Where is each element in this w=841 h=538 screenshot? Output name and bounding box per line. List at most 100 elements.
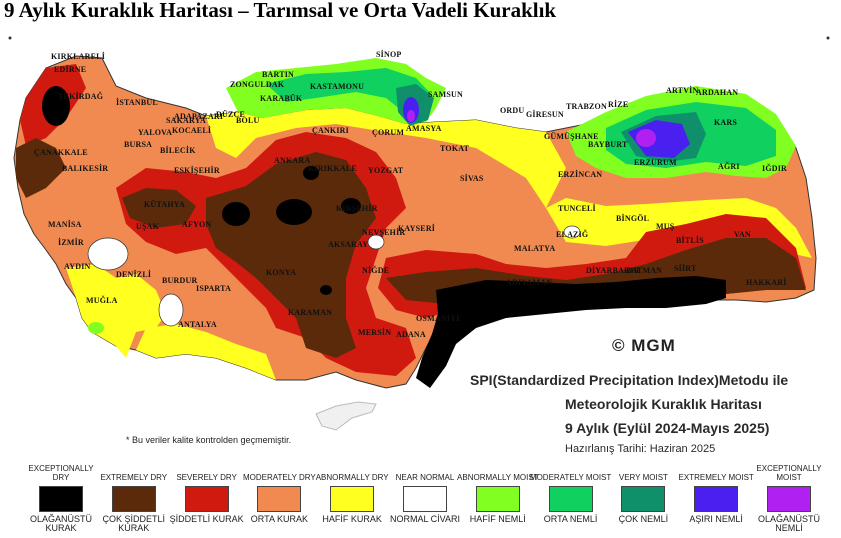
region-extremely-dry-canakkale [16,138,66,198]
city-label: VAN [734,230,751,239]
legend-label-tr: HAFİF NEMLİ [469,514,526,524]
drought-map: KIRKLARELİ EDİRNE TEKİRDAĞ İSTANBUL ÇANA… [6,28,832,456]
region-normal-aydin [87,237,129,271]
city-label: KIRŞEHİR [336,204,378,213]
legend-label-tr: ŞİDDETLİ KURAK [169,514,244,524]
city-label: TEKİRDAĞ [58,92,104,101]
legend-label-tr: ORTA KURAK [250,514,308,524]
legend-label-en: EXTREMELY DRY [100,473,168,482]
city-label: KIRIKKALE [308,164,357,173]
city-label: NEVŞEHİR [362,228,406,237]
legend-label-en: EXCEPTIONALLY DRY [28,464,94,482]
city-label: ADANA [396,330,426,339]
legend-item: SEVERELY DRY ŞİDDETLİ KURAK [165,462,249,524]
city-label: İSTANBUL [116,98,158,107]
city-label: HAKKARİ [746,278,787,287]
region-abnormally-dry-south [136,324,276,380]
legend-item: MODERATELY MOIST ORTA NEMLİ [529,462,613,524]
legend-swatch [767,486,811,512]
region-exceptionally-moist-sinop [407,110,415,122]
city-label: TOKAT [440,144,470,153]
city-label: ADIYAMAN [506,278,553,287]
legend: EXCEPTIONALLY DRY OLAĞANÜSTÜ KURAK EXTREME… [0,462,841,538]
city-label: ANTALYA [178,320,217,329]
region-extremely-dry-central [206,152,376,358]
city-label: BARTIN [262,70,295,79]
legend-swatch [548,486,593,512]
region-moderately-moist-north [266,68,431,114]
legend-swatch [403,486,447,512]
city-label: ANKARA [274,156,311,165]
city-label: SAMSUN [428,90,463,99]
city-label: BATMAN [626,266,663,275]
city-label: BİLECİK [160,146,196,155]
city-label: ERZİNCAN [558,170,603,179]
city-label: DÜZCE [216,110,246,119]
legend-label-en: NEAR NORMAL [395,473,455,482]
legend-swatch [475,486,520,512]
region-normal-antalya [158,293,184,327]
city-label: ARDAHAN [696,88,739,97]
region-exceptionally-moist-ne [636,129,656,147]
city-label: ÇORUM [372,128,405,137]
city-label: TUNCELİ [558,204,596,213]
quality-note: * Bu veriler kalite kontrolden geçmemişt… [126,435,292,445]
region-normal-tunceli [563,225,581,239]
legend-item: EXCEPTIONALLY DRY OLAĞANÜSTÜ KURAK [19,462,103,533]
city-label: KOCAELİ [172,126,212,135]
city-label: BURSA [124,140,153,149]
region-extremely-dry-kutahya [122,188,196,228]
legend-label-en: EXCEPTIONALLY MOIST [756,464,822,482]
legend-label-tr: ORTA NEMLİ [543,514,598,524]
legend-label-tr: ÇOK NEMLİ [618,514,669,524]
legend-swatch [330,486,375,512]
city-label: TRABZON [566,102,607,111]
cyprus-shape [315,401,377,431]
city-label: ÇANKIRI [312,126,349,135]
city-label: KARAMAN [288,308,333,317]
legend-label-en: ABNORMALLY MOIST [457,473,539,482]
city-label: IĞDIR [762,164,788,173]
region-exceptionally-dry-ankara-w [222,202,250,226]
city-label: AĞRI [718,162,740,171]
region-normal-kayseri [367,234,385,250]
city-label: BİTLİS [676,236,704,245]
city-label: NİĞDE [362,266,390,275]
city-label: KASTAMONU [310,82,365,91]
legend-swatch [39,486,83,512]
legend-label-tr: NORMAL CİVARI [389,514,460,524]
region-exceptionally-dry-southeast [416,276,726,388]
city-label: KAYSERİ [398,224,436,233]
city-label: ADAPAZARI [174,112,224,121]
city-label: ERZURUM [634,158,677,167]
city-label: KARABÜK [260,94,303,103]
city-label: KONYA [266,268,297,277]
legend-label-en: MODERATELY MOIST [529,473,612,482]
region-exceptionally-dry-kirikkale [303,166,319,180]
city-label: ISPARTA [196,284,232,293]
city-label: RİZE [608,100,629,109]
city-label: AFYON [182,220,212,229]
city-label: BURDUR [162,276,198,285]
legend-item: EXTREMELY MOIST AŞIRI NEMLİ [674,462,758,524]
legend-item: MODERATELY DRY ORTA KURAK [237,462,321,524]
page-title: 9 Aylık Kuraklık Haritası – Tarımsal ve … [4,0,557,22]
region-exceptionally-dry-konya [320,285,332,295]
city-label: SİVAS [460,174,484,183]
city-label: MUŞ [656,222,675,231]
legend-item: VERY MOIST ÇOK NEMLİ [601,462,685,524]
legend-swatch [694,486,739,512]
legend-label-tr: ÇOK ŞİDDETLİ KURAK [102,514,166,533]
legend-label-tr: OLAĞANÜSTÜ NEMLİ [757,514,820,533]
legend-swatch [111,486,156,512]
city-label: AKSARAY [328,240,369,249]
legend-swatch [257,486,302,512]
city-label: MANİSA [48,220,82,229]
legend-label-en: MODERATELY DRY [243,473,316,482]
region-abnormally-dry-west [66,264,166,358]
legend-label-en: EXTREMELY MOIST [678,473,754,482]
legend-label-tr: OLAĞANÜSTÜ KURAK [29,514,92,533]
region-abnormally-dry-north [206,108,566,208]
frame-mark [826,36,830,40]
city-label: UŞAK [136,222,160,231]
